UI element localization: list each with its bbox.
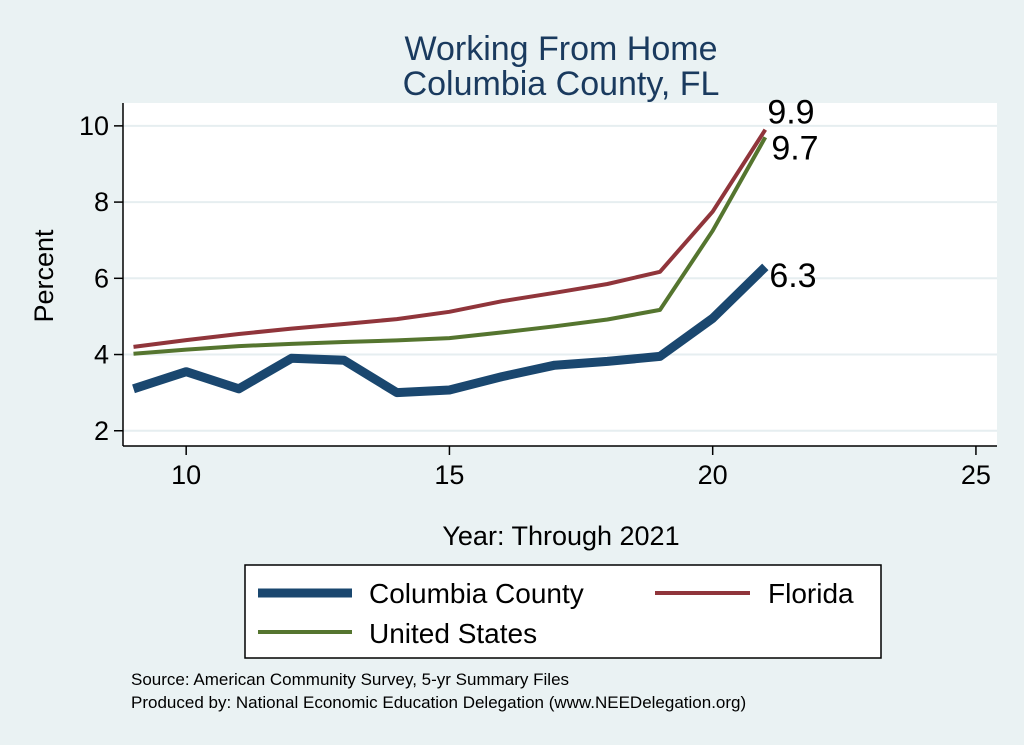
chart-title-line-2: Columbia County, FL [403, 65, 720, 103]
x-tick-label: 10 [171, 460, 201, 490]
y-tick-label: 10 [79, 111, 109, 141]
chart-title-line-1: Working From Home [405, 30, 718, 68]
legend-label-united-states: United States [369, 618, 537, 649]
source-note: Source: American Community Survey, 5-yr … [131, 670, 569, 689]
end-label-united-states: 9.7 [771, 129, 818, 167]
end-label-florida: 9.9 [767, 94, 814, 132]
end-label-columbia-county: 6.3 [769, 257, 816, 295]
legend-label-florida: Florida [768, 578, 854, 609]
series-line-florida [133, 128, 767, 349]
y-tick-label: 4 [94, 340, 109, 370]
x-tick-label: 15 [434, 460, 464, 490]
axes: 2 4 6 8 10 10 15 20 25 [79, 103, 997, 490]
grid [123, 124, 997, 432]
legend-label-columbia-county: Columbia County [369, 578, 584, 609]
series-line-columbia-county [132, 263, 769, 398]
y-tick-label: 6 [94, 263, 109, 293]
y-tick-label: 8 [94, 187, 109, 217]
x-tick-label: 25 [961, 460, 991, 490]
end-labels: 6.3 9.99.7 [767, 94, 818, 295]
y-axis-title: Percent [29, 229, 59, 323]
produced-by-note: Produced by: National Economic Education… [131, 693, 746, 712]
x-tick-label: 20 [698, 460, 728, 490]
x-axis-title: Year: Through 2021 [442, 521, 679, 551]
series-lines [132, 128, 769, 398]
legend-box [244, 564, 882, 659]
series-line-united-states [133, 136, 768, 356]
y-tick-label: 2 [94, 416, 109, 446]
legend: Columbia County Florida United States [244, 564, 882, 659]
plot-area [123, 103, 997, 446]
